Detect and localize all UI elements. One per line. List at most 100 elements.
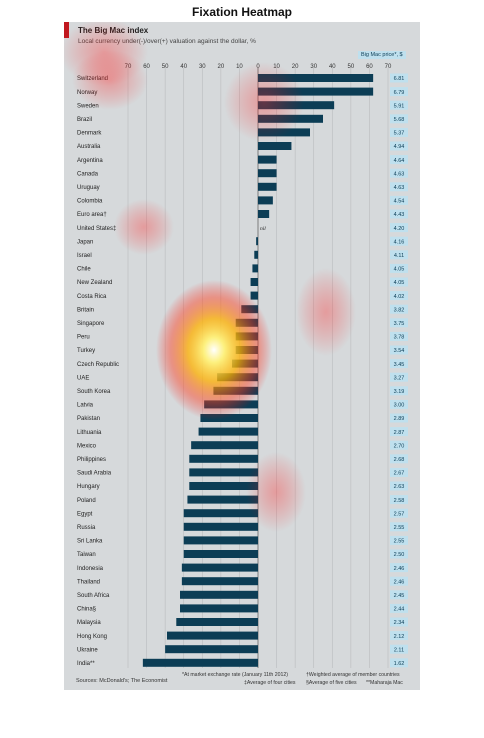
price-label: 2.44	[394, 607, 405, 613]
bar	[200, 414, 258, 422]
category-label: Switzerland	[77, 76, 108, 82]
category-label: Peru	[77, 335, 90, 341]
bar	[184, 509, 258, 517]
x-tick-label: 70	[125, 64, 132, 70]
price-label: 2.12	[394, 634, 405, 640]
price-label: 4.05	[394, 267, 405, 273]
bar	[251, 278, 258, 286]
price-label: 2.67	[394, 471, 405, 477]
price-label: 4.63	[394, 185, 405, 191]
category-label: South Africa	[77, 593, 110, 599]
bar	[180, 591, 258, 599]
footnote-four-cities: ‡Average of four cities	[244, 680, 296, 686]
price-label: 4.63	[394, 171, 405, 177]
category-label: Malaysia	[77, 620, 101, 626]
bar	[189, 482, 258, 490]
bar	[258, 101, 334, 109]
category-label: Czech Republic	[77, 362, 119, 368]
x-tick-label: 50	[348, 64, 355, 70]
price-label: 2.45	[394, 593, 405, 599]
price-label: 2.55	[394, 539, 405, 545]
bar	[258, 128, 310, 136]
x-tick-label: 60	[366, 64, 373, 70]
price-label: 4.02	[394, 294, 405, 300]
x-tick-label: 20	[292, 64, 299, 70]
category-label: Colombia	[77, 199, 103, 205]
category-label: Saudi Arabia	[77, 471, 112, 477]
bar	[258, 210, 269, 218]
bar	[189, 455, 258, 463]
bar	[167, 632, 258, 640]
x-tick-label: 60	[143, 64, 150, 70]
category-label: Japan	[77, 239, 93, 245]
bar	[258, 115, 323, 123]
price-label: 3.54	[394, 348, 405, 354]
footnote-euro-area: †Weighted average of member countries	[306, 672, 400, 678]
bar	[236, 319, 258, 327]
category-label: Norway	[77, 90, 97, 96]
x-tick-label: 30	[199, 64, 206, 70]
bar	[258, 88, 373, 96]
bar	[251, 292, 258, 300]
x-tick-label: 40	[180, 64, 187, 70]
price-label: 1.62	[394, 661, 405, 667]
bar	[199, 428, 258, 436]
category-label: Singapore	[77, 321, 105, 327]
price-label: 2.11	[394, 647, 404, 653]
bar	[258, 196, 273, 204]
category-label: Israel	[77, 253, 92, 259]
price-label: 3.19	[394, 389, 405, 395]
x-tick-label: 20	[218, 64, 225, 70]
bar	[184, 536, 258, 544]
price-label: 4.16	[394, 239, 405, 245]
category-label: Sweden	[77, 103, 99, 109]
price-label: 6.79	[394, 90, 405, 96]
x-tick-label: 40	[329, 64, 336, 70]
category-label: Turkey	[77, 348, 95, 354]
category-label: Hungary	[77, 484, 100, 490]
category-label: Taiwan	[77, 552, 96, 558]
category-label: Sri Lanka	[77, 539, 103, 545]
category-label: New Zealand	[77, 280, 112, 286]
price-label: 6.81	[394, 76, 405, 82]
bar	[236, 332, 258, 340]
price-label: 4.11	[394, 253, 404, 259]
category-label: Hong Kong	[77, 634, 107, 640]
category-label: China§	[77, 607, 96, 613]
bar	[252, 264, 258, 272]
price-label: 2.70	[394, 443, 405, 449]
category-label: India**	[77, 661, 95, 667]
price-label: 4.20	[394, 226, 405, 232]
category-label: United States‡	[77, 226, 116, 232]
bar	[256, 237, 258, 245]
bar	[258, 169, 277, 177]
price-label: 4.64	[394, 158, 405, 164]
price-label: 2.57	[394, 511, 405, 517]
category-label: Latvia	[77, 403, 94, 409]
bar	[204, 400, 258, 408]
price-label: 3.45	[394, 362, 405, 368]
footnote-five-cities: §Average of five cities	[306, 680, 357, 686]
price-label: 5.68	[394, 117, 405, 123]
category-label: Egypt	[77, 511, 93, 517]
bar	[254, 251, 258, 259]
category-label: Lithuania	[77, 430, 102, 436]
bar	[232, 360, 258, 368]
bar	[165, 645, 258, 653]
category-label: Poland	[77, 498, 96, 504]
bar	[236, 346, 258, 354]
price-label: 2.68	[394, 457, 405, 463]
price-label: 2.34	[394, 620, 405, 626]
category-label: Ukraine	[77, 647, 98, 653]
bar	[182, 564, 258, 572]
category-label: Indonesia	[77, 566, 104, 572]
price-label: 5.37	[394, 131, 405, 137]
source-note: Sources: McDonald's; The Economist	[76, 678, 167, 684]
price-label: 4.94	[394, 144, 405, 150]
price-label: 2.89	[394, 416, 405, 422]
bar	[258, 156, 277, 164]
x-tick-label: 10	[236, 64, 243, 70]
footnote-maharaja-mac: **Maharaja Mac	[366, 680, 403, 686]
bar	[143, 659, 258, 667]
x-tick-label: 30	[310, 64, 317, 70]
